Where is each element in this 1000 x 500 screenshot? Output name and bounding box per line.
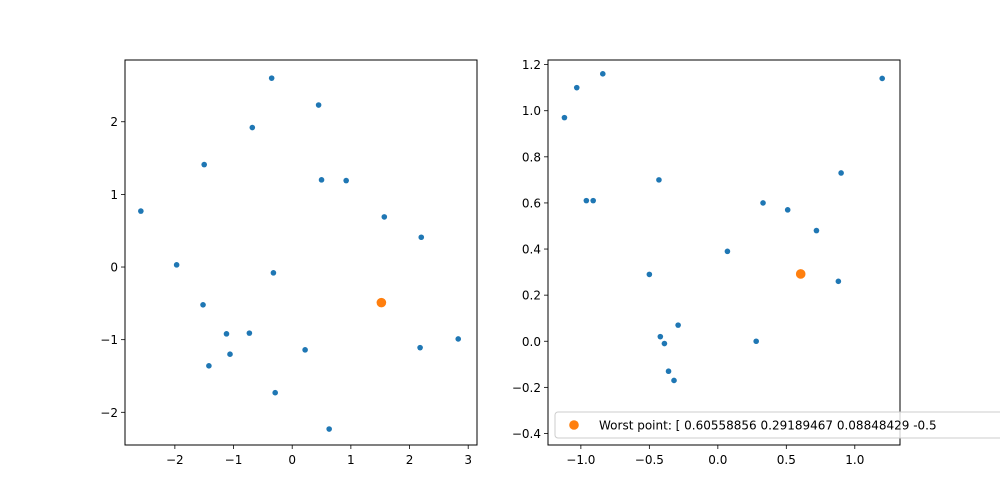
data-point [590, 197, 596, 204]
y-tick-label: 0.2 [522, 289, 541, 303]
data-point [561, 114, 568, 121]
y-tick-label: 0.6 [522, 196, 541, 210]
data-point [753, 338, 759, 345]
data-point [879, 75, 885, 82]
data-point [318, 177, 325, 183]
y-tick-label: 2 [110, 115, 118, 129]
data-point [315, 102, 322, 108]
x-tick-label: −2 [166, 453, 184, 467]
y-tick-label: 0.4 [522, 243, 541, 257]
data-point [813, 227, 820, 234]
worst-point [376, 297, 387, 308]
y-tick-label: 1.0 [522, 104, 541, 118]
y-tick-label: 0.0 [522, 335, 541, 349]
data-point [417, 344, 423, 351]
x-tick-label: 0.0 [708, 453, 727, 467]
data-point [249, 124, 256, 131]
x-tick-label: 1.0 [845, 453, 864, 467]
data-point [760, 200, 766, 206]
legend: Worst point: [ 0.60558856 0.29189467 0.0… [554, 411, 1000, 439]
y-tick-label: −0.2 [512, 381, 541, 395]
worst-point [795, 269, 806, 279]
x-tick-label: −1 [225, 453, 243, 467]
x-tick-label: −1.0 [566, 453, 595, 467]
x-tick-label: 0.5 [777, 453, 796, 467]
data-point [599, 71, 606, 77]
data-point [223, 331, 230, 337]
plot-frame [124, 59, 478, 446]
x-tick-label: 1 [347, 453, 355, 467]
data-point [381, 214, 388, 220]
x-tick-label: 3 [464, 453, 472, 467]
y-tick-label: −2 [100, 406, 118, 420]
data-point [665, 368, 672, 375]
data-point [784, 207, 791, 213]
data-point [268, 75, 275, 81]
y-tick-label: 0 [110, 261, 118, 275]
plot-frame [547, 59, 901, 446]
data-point [455, 336, 462, 342]
data-point [173, 262, 180, 268]
y-tick-label: −1 [100, 333, 118, 347]
data-point [656, 177, 662, 183]
data-point [573, 84, 580, 91]
data-point [646, 271, 653, 278]
legend-label: Worst point: [ 0.60558856 0.29189467 0.0… [599, 419, 937, 433]
data-point [138, 208, 144, 214]
y-tick-label: 1 [110, 188, 118, 202]
data-point [657, 333, 664, 340]
left-scatter-chart: −2 −1 0 1 2 3 −2 −1 0 1 2 [100, 59, 478, 467]
y-tick-label: 0.8 [522, 150, 541, 164]
data-point [835, 278, 842, 285]
legend-marker [569, 420, 579, 430]
legend-box [554, 411, 1000, 439]
x-tick-label: 0 [288, 453, 296, 467]
x-tick-label: 2 [406, 453, 414, 467]
data-point [302, 347, 308, 353]
y-tick-label: −0.4 [512, 427, 541, 441]
data-point [246, 330, 253, 336]
data-point [583, 197, 590, 204]
data-point [724, 248, 731, 255]
data-point [270, 270, 277, 276]
data-point [206, 363, 212, 369]
data-point [661, 340, 668, 347]
data-point [272, 389, 278, 396]
data-point [418, 234, 425, 241]
data-point [675, 322, 681, 328]
x-tick-label: −0.5 [635, 453, 664, 467]
data-point [200, 302, 206, 308]
data-point [838, 170, 844, 176]
data-point [671, 377, 677, 384]
data-point [326, 426, 332, 432]
data-point [201, 161, 207, 168]
right-scatter-chart: −1.0 −0.5 0.0 0.5 1.0 −0.4 −0.2 0.0 0.2 0.4 0.6 0.8… [512, 58, 901, 467]
data-point [227, 351, 233, 357]
data-point [343, 177, 349, 184]
y-tick-label: 1.2 [522, 58, 541, 72]
